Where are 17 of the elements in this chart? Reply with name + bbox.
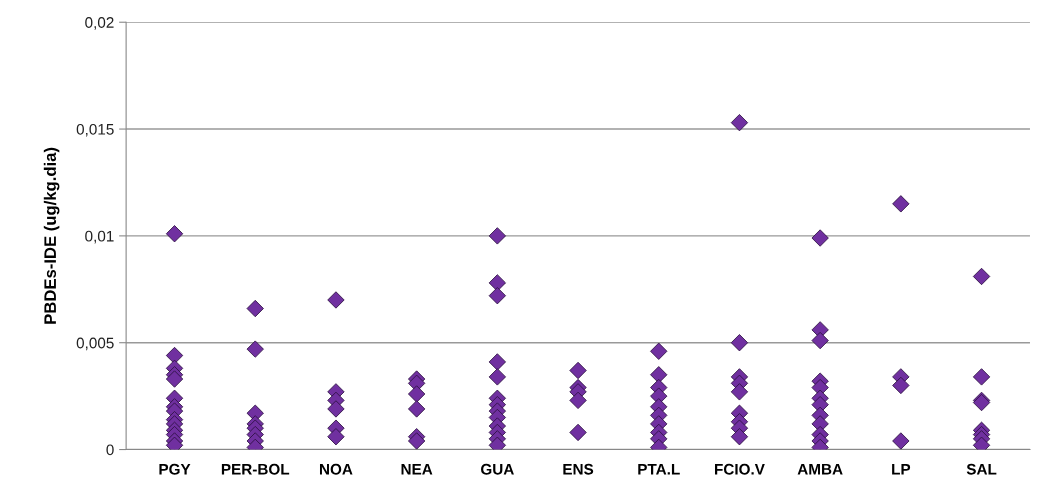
x-tick-label: FCIO.V bbox=[715, 463, 765, 475]
y-tick-label: 0,01 bbox=[85, 230, 114, 244]
x-tick-label: AMBA bbox=[797, 463, 843, 475]
x-tick-label: SAL bbox=[966, 463, 997, 475]
x-tick-label: PGY bbox=[159, 463, 191, 475]
y-axis-title: PBDEs-IDE (ug/kg.dia) bbox=[43, 147, 60, 324]
y-tick-label: 0,005 bbox=[76, 337, 114, 351]
x-tick-label: NOA bbox=[319, 463, 353, 475]
x-tick-label: PER-BOL bbox=[221, 463, 290, 475]
y-tick-label: 0,015 bbox=[76, 123, 114, 137]
x-tick-label: PTA.L bbox=[638, 463, 680, 475]
x-tick-label: LP bbox=[892, 463, 911, 475]
y-tick-label: 0 bbox=[106, 444, 114, 456]
x-tick-label: NEA bbox=[401, 463, 433, 475]
x-tick-label: GUA bbox=[481, 463, 514, 475]
x-tick-label: ENS bbox=[563, 463, 594, 475]
y-tick-label: 0,02 bbox=[85, 17, 114, 30]
